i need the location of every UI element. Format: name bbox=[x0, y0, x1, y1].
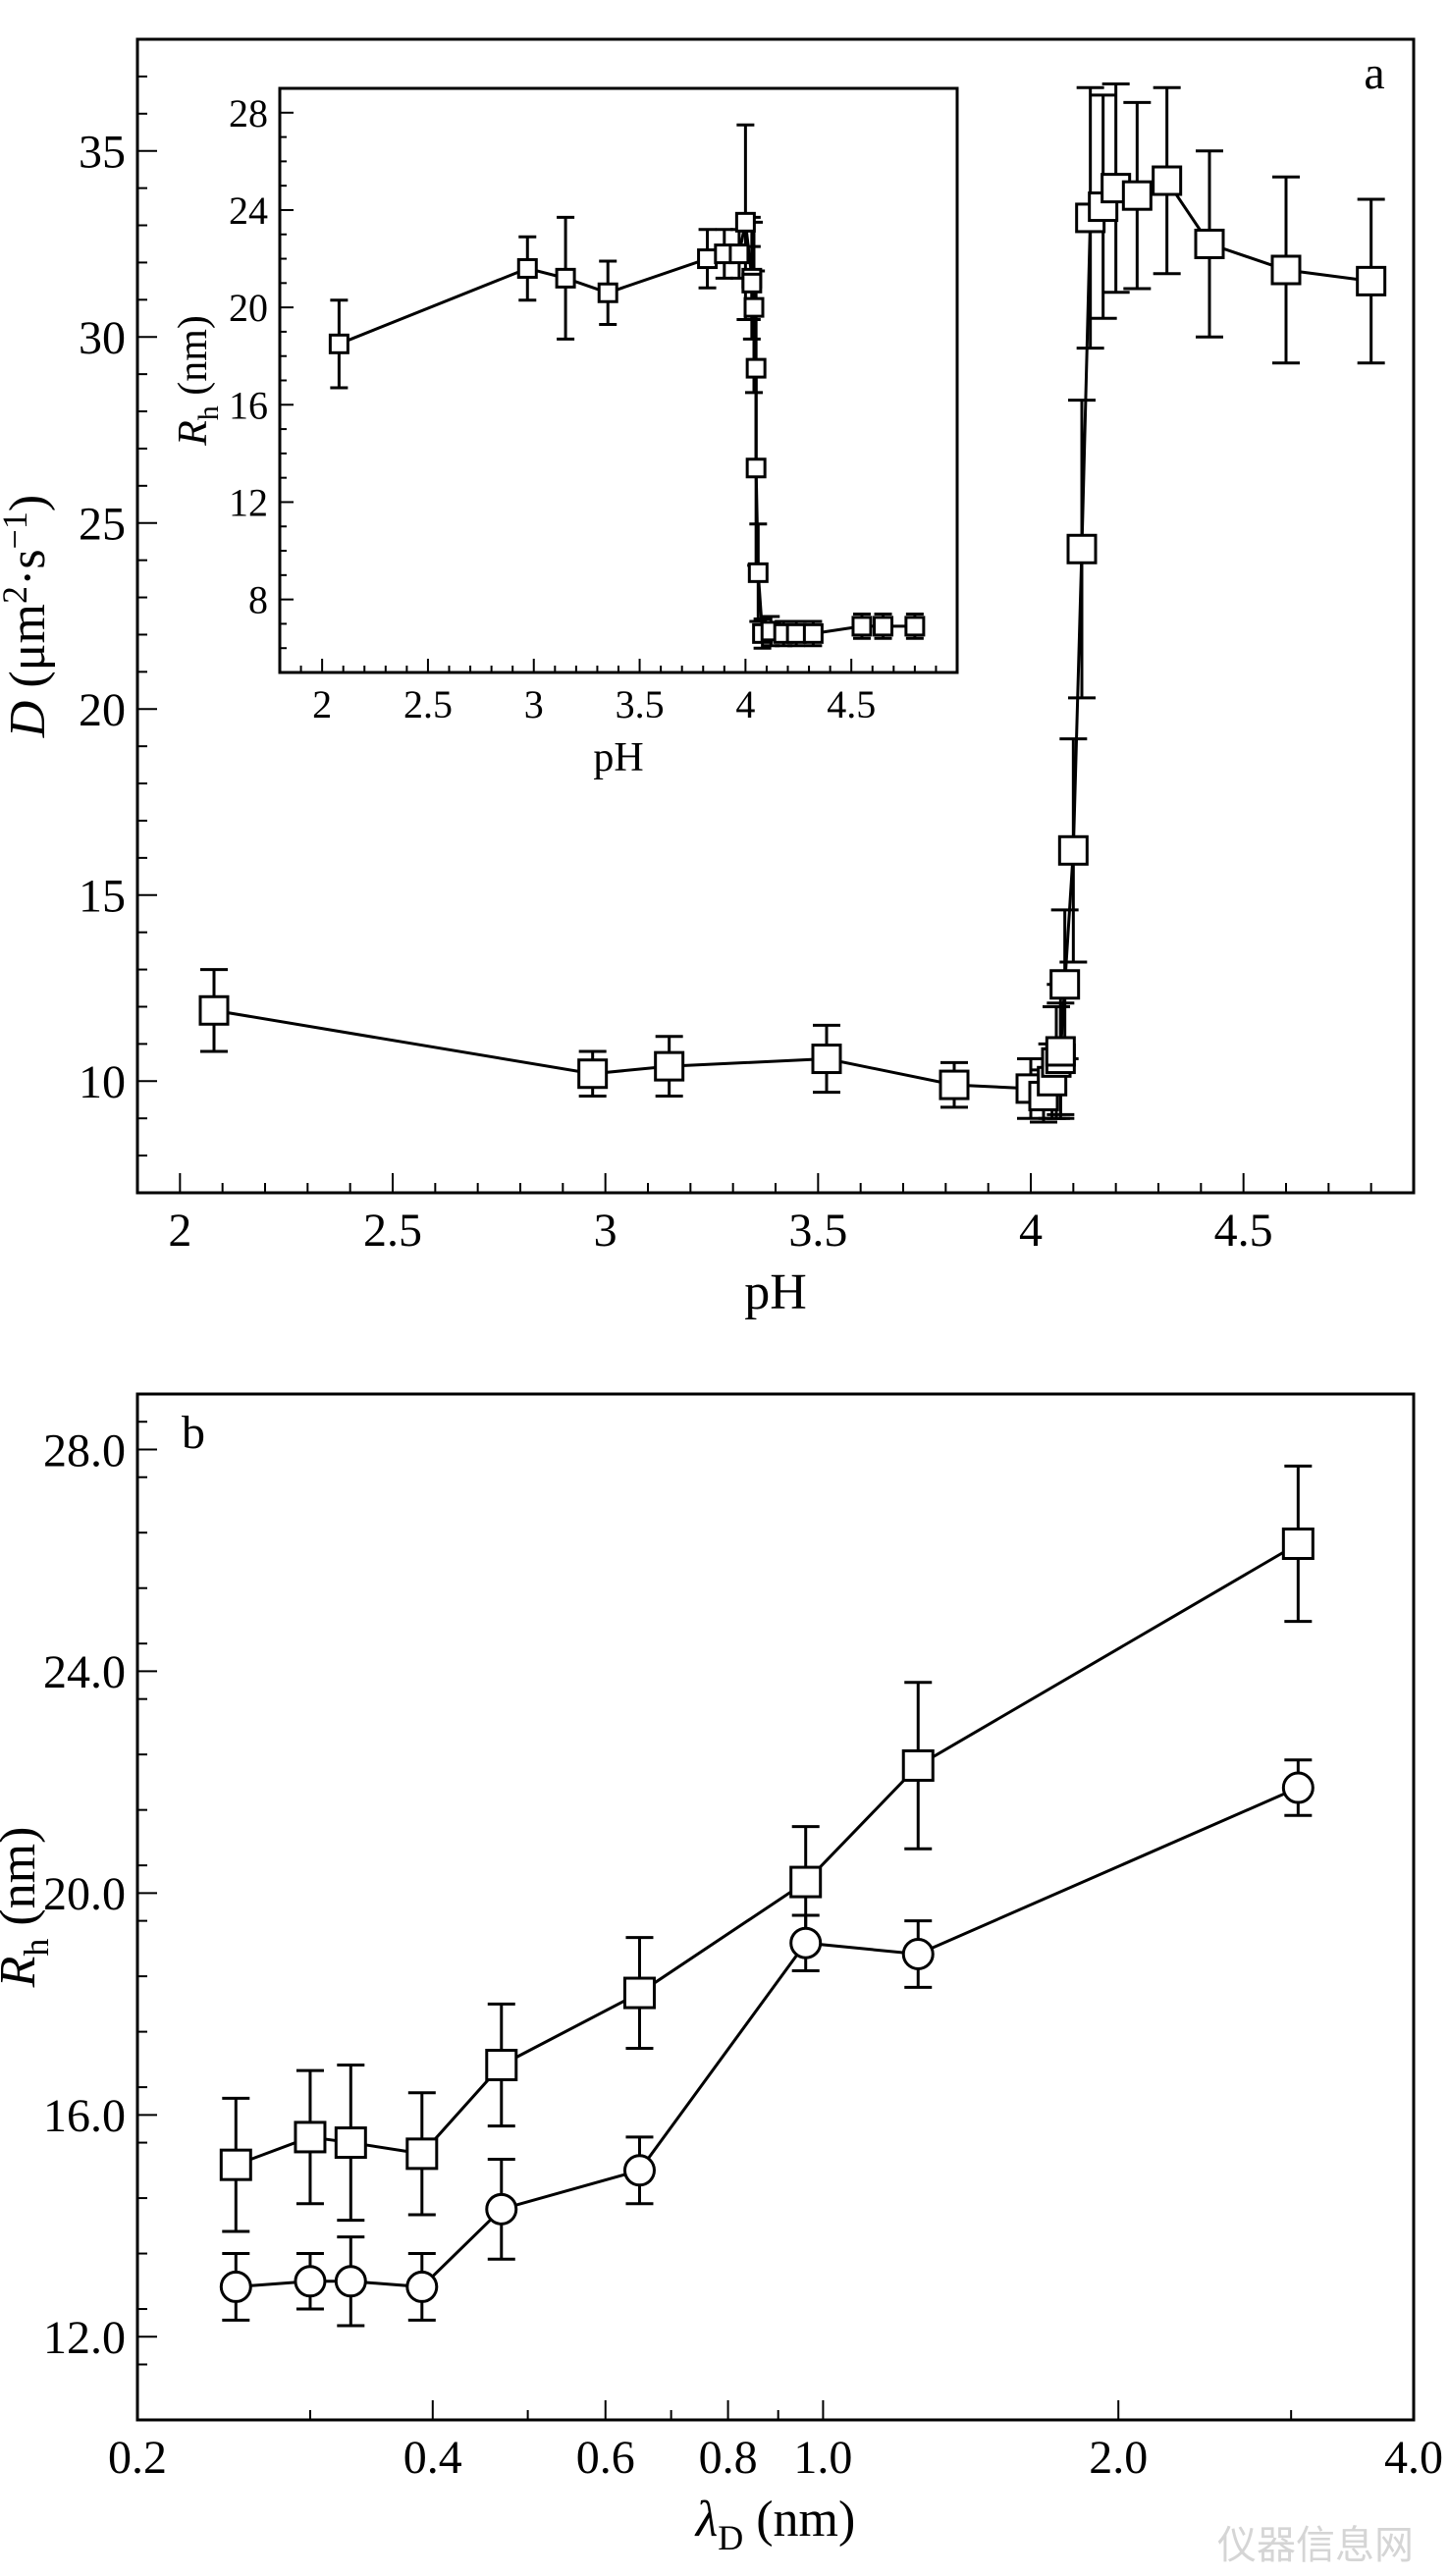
svg-text:30: 30 bbox=[79, 312, 126, 364]
svg-text:4.0: 4.0 bbox=[1384, 2432, 1443, 2484]
svg-text:24.0: 24.0 bbox=[43, 1646, 126, 1698]
svg-text:a: a bbox=[1364, 47, 1384, 99]
svg-text:20.0: 20.0 bbox=[43, 1868, 126, 1920]
svg-text:20: 20 bbox=[79, 684, 126, 736]
watermark: 仪器信息网 bbox=[1217, 2513, 1414, 2570]
svg-text:4: 4 bbox=[1019, 1205, 1043, 1257]
svg-text:20: 20 bbox=[229, 286, 268, 330]
svg-text:25: 25 bbox=[79, 499, 126, 551]
svg-text:15: 15 bbox=[79, 871, 126, 923]
svg-text:16.0: 16.0 bbox=[43, 2090, 126, 2142]
svg-text:3.5: 3.5 bbox=[788, 1205, 847, 1257]
svg-text:D (μm2·s−1): D (μm2·s−1) bbox=[0, 495, 56, 738]
svg-text:Rh (nm): Rh (nm) bbox=[171, 315, 225, 447]
svg-text:16: 16 bbox=[229, 383, 268, 427]
svg-text:2: 2 bbox=[168, 1205, 191, 1257]
svg-text:28.0: 28.0 bbox=[43, 1424, 126, 1476]
svg-text:λD (nm): λD (nm) bbox=[694, 2492, 856, 2557]
svg-text:4.5: 4.5 bbox=[827, 682, 876, 726]
svg-text:4.5: 4.5 bbox=[1214, 1205, 1273, 1257]
svg-text:12.0: 12.0 bbox=[43, 2312, 126, 2364]
svg-text:2.5: 2.5 bbox=[363, 1205, 422, 1257]
svg-text:24: 24 bbox=[229, 188, 268, 233]
svg-text:2.5: 2.5 bbox=[403, 682, 453, 726]
svg-text:2.0: 2.0 bbox=[1089, 2432, 1148, 2484]
svg-text:0.6: 0.6 bbox=[576, 2432, 635, 2484]
svg-text:0.8: 0.8 bbox=[699, 2432, 758, 2484]
svg-text:3: 3 bbox=[594, 1205, 617, 1257]
figure-page: 2 2.5 3 3.5 4 4.5 pH 10 15 20 25 30 35 D (μm2·s−1) a 2 2… bbox=[0, 0, 1449, 2576]
svg-text:4: 4 bbox=[735, 682, 755, 726]
svg-text:10: 10 bbox=[79, 1056, 126, 1108]
svg-text:35: 35 bbox=[79, 127, 126, 179]
svg-text:1.0: 1.0 bbox=[793, 2432, 852, 2484]
svg-text:28: 28 bbox=[229, 91, 268, 135]
svg-text:0.2: 0.2 bbox=[108, 2432, 167, 2484]
svg-text:2: 2 bbox=[312, 682, 332, 726]
svg-text:8: 8 bbox=[248, 578, 268, 622]
svg-text:pH: pH bbox=[593, 735, 643, 780]
svg-text:pH: pH bbox=[744, 1264, 807, 1320]
svg-text:0.4: 0.4 bbox=[403, 2432, 462, 2484]
svg-text:3.5: 3.5 bbox=[616, 682, 665, 726]
svg-text:12: 12 bbox=[229, 480, 268, 524]
svg-text:b: b bbox=[182, 1407, 205, 1459]
svg-text:3: 3 bbox=[524, 682, 544, 726]
figure-svg: 2 2.5 3 3.5 4 4.5 pH 10 15 20 25 30 35 D (μm2·s−1) a 2 2… bbox=[0, 0, 1449, 2576]
